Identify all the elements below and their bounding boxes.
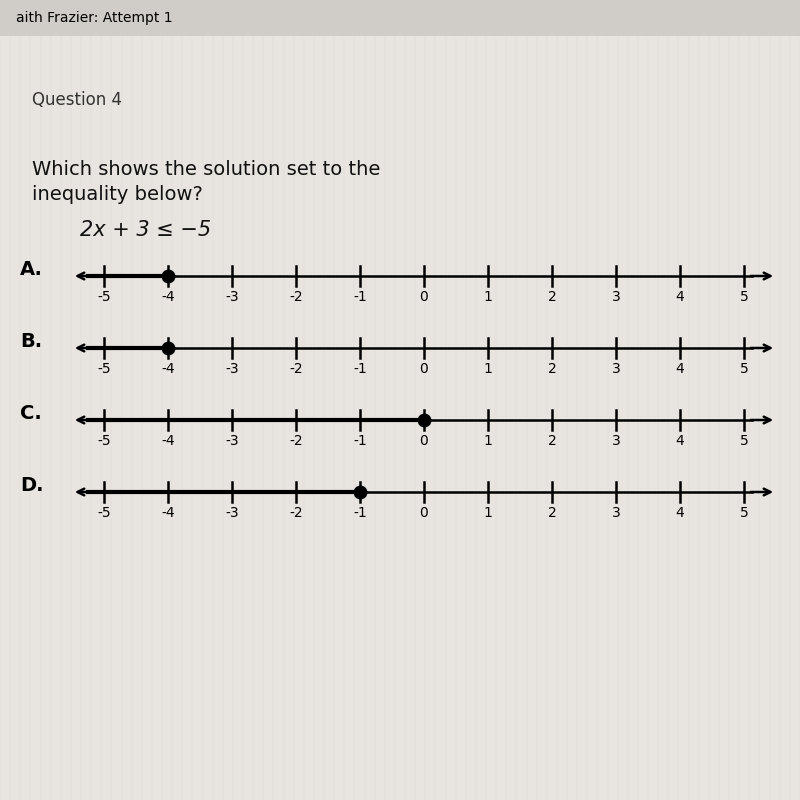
Text: aith Frazier: Attempt 1: aith Frazier: Attempt 1 (16, 11, 173, 26)
Text: 1: 1 (483, 434, 493, 448)
Text: 0: 0 (420, 362, 428, 376)
Text: -4: -4 (161, 362, 175, 376)
Text: 3: 3 (612, 290, 620, 303)
Text: -1: -1 (353, 290, 367, 303)
Text: 2: 2 (548, 506, 556, 520)
Text: 5: 5 (740, 362, 748, 376)
Text: 0: 0 (420, 506, 428, 520)
Text: 1: 1 (483, 362, 493, 376)
Text: B.: B. (20, 332, 42, 351)
Text: 4: 4 (676, 290, 684, 303)
Text: -5: -5 (97, 434, 111, 448)
Text: 5: 5 (740, 434, 748, 448)
Text: D.: D. (20, 476, 43, 495)
Text: A.: A. (20, 260, 43, 279)
Text: 4: 4 (676, 506, 684, 520)
Text: Which shows the solution set to the
inequality below?: Which shows the solution set to the ineq… (32, 160, 380, 204)
Text: -1: -1 (353, 506, 367, 520)
Text: 5: 5 (740, 506, 748, 520)
Text: 3: 3 (612, 362, 620, 376)
Text: -5: -5 (97, 290, 111, 303)
Text: -4: -4 (161, 506, 175, 520)
Text: 3: 3 (612, 434, 620, 448)
Text: C.: C. (20, 404, 42, 423)
Text: 1: 1 (483, 290, 493, 303)
Text: 2: 2 (548, 362, 556, 376)
Text: -4: -4 (161, 290, 175, 303)
Bar (0, 0, 800, 36)
Text: 2x + 3 ≤ −5: 2x + 3 ≤ −5 (80, 220, 211, 240)
Text: -2: -2 (289, 362, 303, 376)
Text: -3: -3 (225, 362, 239, 376)
Text: 2: 2 (548, 290, 556, 303)
Text: 2: 2 (548, 434, 556, 448)
Text: -3: -3 (225, 434, 239, 448)
Text: 3: 3 (612, 506, 620, 520)
Text: 1: 1 (483, 506, 493, 520)
Text: 0: 0 (420, 434, 428, 448)
Text: -1: -1 (353, 362, 367, 376)
Text: 0: 0 (420, 290, 428, 303)
Text: -2: -2 (289, 506, 303, 520)
Text: 4: 4 (676, 434, 684, 448)
Text: -1: -1 (353, 434, 367, 448)
Text: -2: -2 (289, 434, 303, 448)
Text: -5: -5 (97, 362, 111, 376)
Text: Question 4: Question 4 (32, 91, 122, 109)
Text: 4: 4 (676, 362, 684, 376)
Text: -2: -2 (289, 290, 303, 303)
Text: 5: 5 (740, 290, 748, 303)
Text: -3: -3 (225, 506, 239, 520)
Text: -5: -5 (97, 506, 111, 520)
Text: -4: -4 (161, 434, 175, 448)
Text: -3: -3 (225, 290, 239, 303)
